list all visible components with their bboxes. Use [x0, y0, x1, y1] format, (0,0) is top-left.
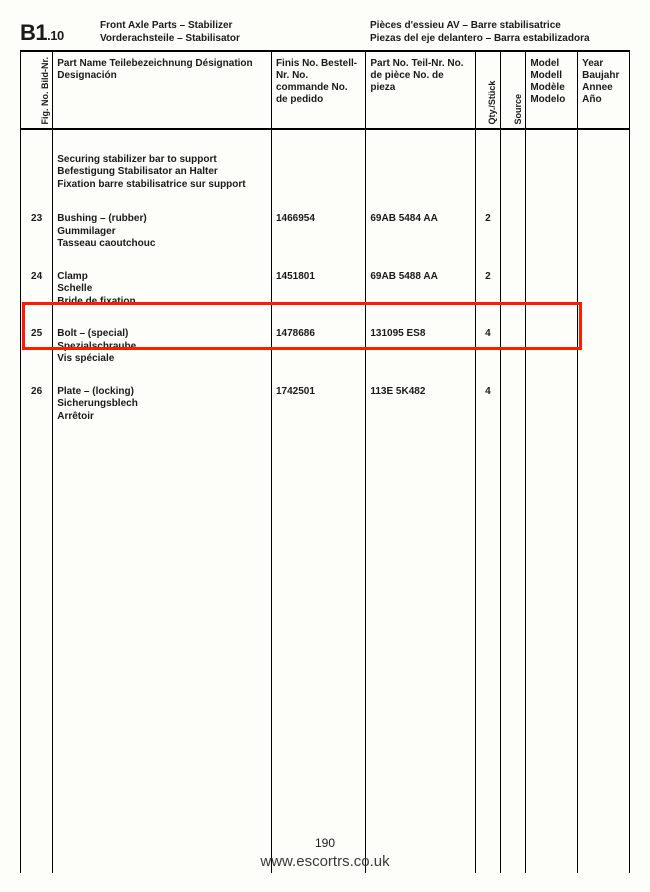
finis-no: 1478686	[271, 318, 365, 376]
section-heading-row: Securing stabilizer bar to support Befes…	[21, 129, 630, 204]
table-row: 24 Clamp Schelle Bride de fixation 14518…	[21, 261, 630, 319]
header-qty: Qty./Stück	[475, 52, 500, 129]
title-left: Front Axle Parts – Stabilizer Vorderachs…	[100, 20, 350, 45]
parts-table: Fig. No. Bild-Nr. Part Name Teilebezeich…	[20, 52, 630, 873]
table-row: 26 Plate – (locking) Sicherungsblech Arr…	[21, 376, 630, 434]
fig-no: 25	[21, 318, 53, 376]
section-code-main: B1	[20, 20, 47, 45]
qty: 2	[475, 203, 500, 261]
qty: 4	[475, 318, 500, 376]
filler-row	[21, 433, 630, 873]
section-heading-l1: Securing stabilizer bar to support	[57, 154, 267, 167]
part-name: Bolt – (special) Spezialschraube Vis spé…	[53, 318, 272, 376]
part-no: 69AB 5484 AA	[366, 203, 475, 261]
finis-no: 1466954	[271, 203, 365, 261]
finis-no: 1742501	[271, 376, 365, 434]
section-code: B1.10	[20, 20, 80, 46]
part-no: 113E 5K482	[366, 376, 475, 434]
part-name: Clamp Schelle Bride de fixation	[53, 261, 272, 319]
section-code-sub: .10	[47, 28, 64, 43]
title-left-line2: Vorderachsteile – Stabilisator	[100, 33, 350, 46]
fig-no: 23	[21, 203, 53, 261]
header-year: Year Baujahr Annee Año	[578, 52, 630, 129]
section-heading: Securing stabilizer bar to support Befes…	[53, 129, 272, 204]
header-partno: Part No. Teil-Nr. No. de pièce No. de pi…	[366, 52, 475, 129]
header-finis: Finis No. Bestell-Nr. No. commande No. d…	[271, 52, 365, 129]
header-source: Source	[501, 52, 526, 129]
header-model: Model Modell Modèle Modelo	[526, 52, 578, 129]
qty: 2	[475, 261, 500, 319]
watermark: www.escortrs.co.uk	[0, 853, 650, 870]
part-name: Plate – (locking) Sicherungsblech Arrêto…	[53, 376, 272, 434]
qty: 4	[475, 376, 500, 434]
header-row: Fig. No. Bild-Nr. Part Name Teilebezeich…	[21, 52, 630, 129]
title-right: Pièces d'essieu AV – Barre stabilisatric…	[370, 20, 630, 45]
part-no: 69AB 5488 AA	[366, 261, 475, 319]
fig-no: 26	[21, 376, 53, 434]
table-row: 25 Bolt – (special) Spezialschraube Vis …	[21, 318, 630, 376]
fig-no: 24	[21, 261, 53, 319]
finis-no: 1451801	[271, 261, 365, 319]
section-heading-l2: Befestigung Stabilisator an Halter	[57, 166, 267, 179]
header-name: Part Name Teilebezeichnung Désignation D…	[53, 52, 272, 129]
section-heading-l3: Fixation barre stabilisatrice sur suppor…	[57, 179, 267, 192]
parts-table-wrap: Fig. No. Bild-Nr. Part Name Teilebezeich…	[20, 50, 630, 873]
part-name: Bushing – (rubber) Gummilager Tasseau ca…	[53, 203, 272, 261]
title-right-line2: Piezas del eje delantero – Barra estabil…	[370, 33, 630, 46]
title-left-line1: Front Axle Parts – Stabilizer	[100, 20, 350, 33]
part-no: 131095 ES8	[366, 318, 475, 376]
table-row: 23 Bushing – (rubber) Gummilager Tasseau…	[21, 203, 630, 261]
title-bar: B1.10 Front Axle Parts – Stabilizer Vord…	[20, 20, 630, 46]
page-number: 190	[0, 836, 650, 850]
title-right-line1: Pièces d'essieu AV – Barre stabilisatric…	[370, 20, 630, 33]
header-fig: Fig. No. Bild-Nr.	[21, 52, 53, 129]
